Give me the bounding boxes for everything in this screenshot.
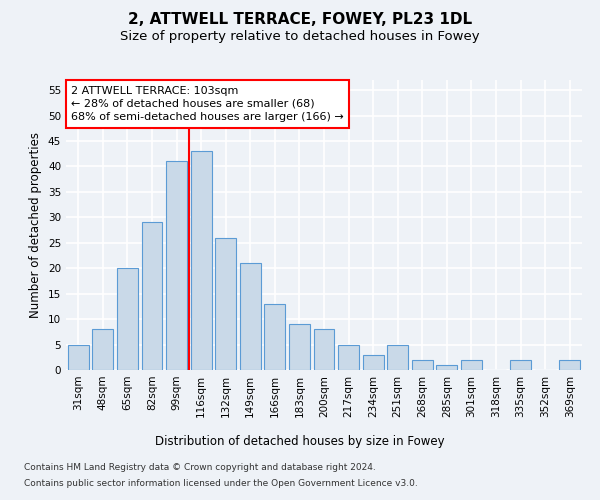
Bar <box>362 354 383 370</box>
Bar <box>387 344 408 370</box>
Bar <box>314 330 334 370</box>
Text: 2 ATTWELL TERRACE: 103sqm
← 28% of detached houses are smaller (68)
68% of semi-: 2 ATTWELL TERRACE: 103sqm ← 28% of detac… <box>71 86 344 122</box>
Text: Contains HM Land Registry data © Crown copyright and database right 2024.: Contains HM Land Registry data © Crown c… <box>24 462 376 471</box>
Bar <box>92 330 113 370</box>
Bar <box>191 151 212 370</box>
Bar <box>289 324 310 370</box>
Text: Contains public sector information licensed under the Open Government Licence v3: Contains public sector information licen… <box>24 479 418 488</box>
Bar <box>412 360 433 370</box>
Text: 2, ATTWELL TERRACE, FOWEY, PL23 1DL: 2, ATTWELL TERRACE, FOWEY, PL23 1DL <box>128 12 472 28</box>
Bar <box>461 360 482 370</box>
Text: Size of property relative to detached houses in Fowey: Size of property relative to detached ho… <box>120 30 480 43</box>
Bar <box>68 344 89 370</box>
Bar <box>510 360 531 370</box>
Bar <box>215 238 236 370</box>
Bar <box>142 222 163 370</box>
Y-axis label: Number of detached properties: Number of detached properties <box>29 132 43 318</box>
Bar <box>166 162 187 370</box>
Text: Distribution of detached houses by size in Fowey: Distribution of detached houses by size … <box>155 435 445 448</box>
Bar <box>436 365 457 370</box>
Bar <box>240 263 261 370</box>
Bar <box>117 268 138 370</box>
Bar <box>559 360 580 370</box>
Bar <box>265 304 286 370</box>
Bar <box>338 344 359 370</box>
